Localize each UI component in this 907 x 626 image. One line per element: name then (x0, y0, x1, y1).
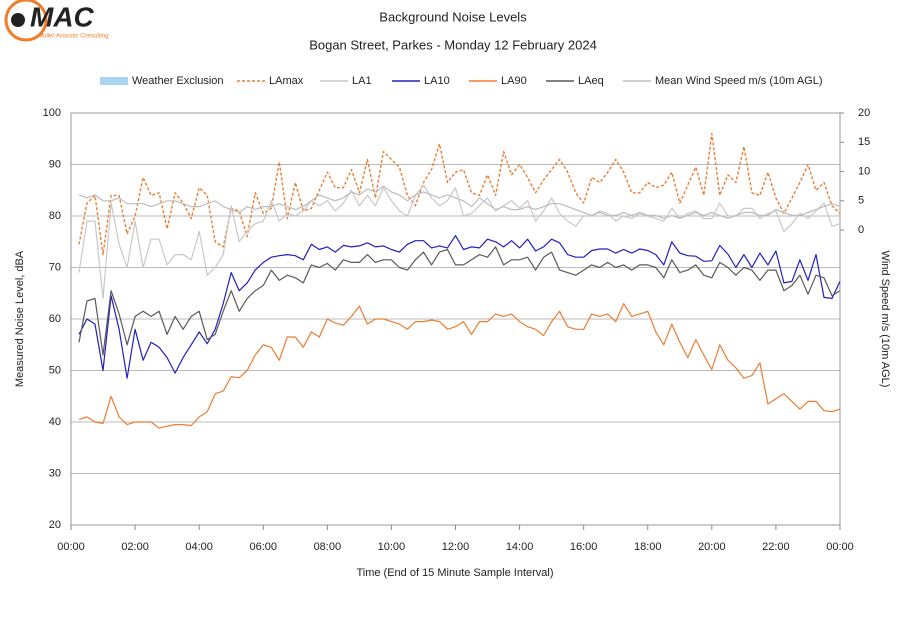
y-tick-label: 50 (49, 364, 61, 376)
x-tick-label: 00:00 (826, 541, 854, 553)
legend-label: LAmax (269, 75, 304, 87)
y-tick-label: 30 (49, 467, 61, 479)
x-tick-label: 06:00 (249, 541, 277, 553)
y-tick-label: 80 (49, 210, 61, 222)
logo-tagline: Muller Acoustic Consulting (38, 34, 109, 40)
legend-swatch (100, 77, 128, 85)
legend-label: LA1 (352, 75, 372, 87)
y-tick-label: 20 (49, 519, 61, 531)
y-tick-label: 70 (49, 261, 61, 273)
y2-axis-label: Wind Speed m/s (10m AGL) (879, 251, 891, 388)
x-tick-label: 08:00 (314, 541, 342, 553)
y2-tick-label: 0 (858, 224, 864, 236)
y-tick-label: 90 (49, 158, 61, 170)
chart-title: Background Noise Levels (379, 9, 527, 24)
legend-label: LAeq (578, 75, 604, 87)
series-line (78, 246, 841, 356)
x-tick-label: 22:00 (762, 541, 790, 553)
x-tick-label: 20:00 (698, 541, 726, 553)
y2-tick-label: 5 (858, 195, 864, 207)
series-line (78, 184, 841, 299)
x-tick-label: 14:00 (506, 541, 534, 553)
logo: MAC Muller Acoustic Consulting (4, 0, 109, 42)
logo-dot (11, 13, 25, 27)
legend-label: LA90 (501, 75, 527, 87)
y2-tick-label: 20 (858, 107, 870, 119)
y2-tick-label: 15 (858, 136, 870, 148)
chart-subtitle: Bogan Street, Parkes - Monday 12 Februar… (309, 37, 597, 52)
x-tick-label: 04:00 (185, 541, 213, 553)
y-tick-label: 60 (49, 313, 61, 325)
logo-text: MAC (30, 1, 95, 32)
logo-ring (4, 0, 48, 42)
x-tick-label: 12:00 (442, 541, 470, 553)
series-line (78, 303, 841, 429)
y-tick-label: 100 (43, 107, 61, 119)
y-tick-label: 40 (49, 416, 61, 428)
x-tick-label: 10:00 (378, 541, 406, 553)
series-line (78, 235, 841, 379)
legend-label: LA10 (424, 75, 450, 87)
x-tick-label: 16:00 (570, 541, 598, 553)
legend-label: Mean Wind Speed m/s (10m AGL) (655, 75, 823, 87)
legend-label: Weather Exclusion (132, 75, 224, 87)
series-line (78, 185, 841, 219)
x-axis-label: Time (End of 15 Minute Sample Interval) (356, 567, 553, 579)
series-line (78, 132, 841, 256)
x-tick-label: 02:00 (121, 541, 149, 553)
x-tick-label: 18:00 (634, 541, 662, 553)
y2-tick-label: 10 (858, 165, 870, 177)
x-tick-label: 00:00 (57, 541, 85, 553)
y-axis-label: Measured Noise Level, dBA (14, 250, 26, 387)
